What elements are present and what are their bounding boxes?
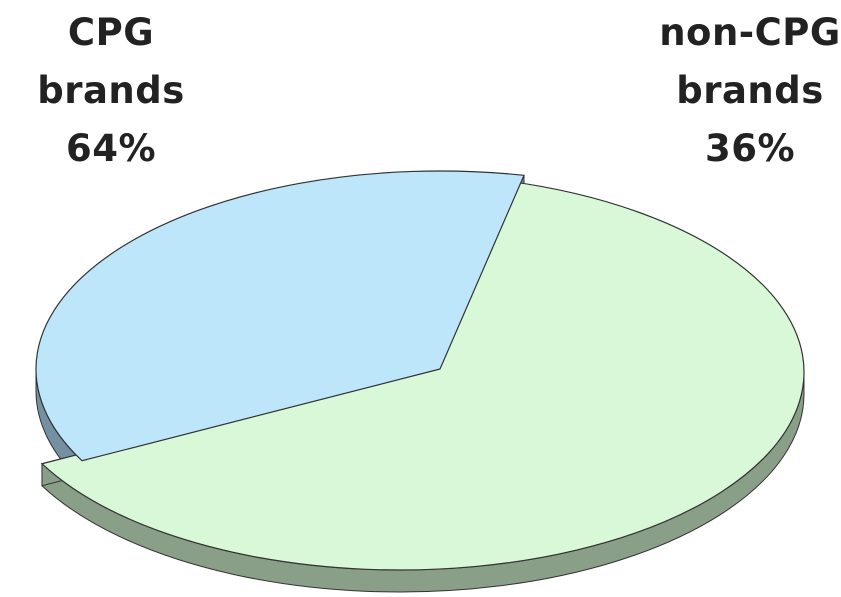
slice-label-cpg: CPG brands 64% — [0, 4, 231, 178]
slice-top-cpg — [40, 177, 805, 571]
slice-label-cpg-line2: brands — [37, 69, 185, 112]
slice-label-cpg-line1: CPG — [67, 11, 155, 54]
slice-label-noncpg-line2: brands — [676, 69, 824, 112]
slice-value-noncpg: 36% — [704, 127, 796, 170]
slice-label-noncpg-line1: non-CPG — [659, 11, 841, 54]
pie-tops — [35, 170, 805, 571]
pie-slices — [35, 170, 805, 593]
slice-value-cpg: 64% — [65, 127, 157, 170]
slice-top-noncpg — [35, 170, 525, 462]
slice-label-noncpg: non-CPG brands 36% — [630, 4, 841, 178]
